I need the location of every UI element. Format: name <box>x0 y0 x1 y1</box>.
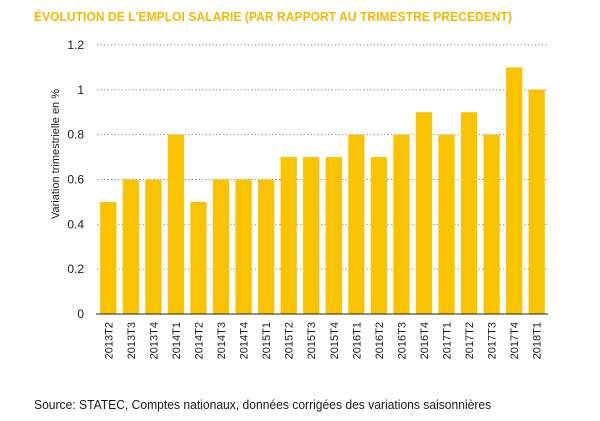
x-tick-label: 2017T3 <box>487 322 499 359</box>
y-tick-labels: 0 0.2 0.4 0.6 0.8 1 1.2 <box>67 38 84 321</box>
bar-2013T2 <box>100 201 117 314</box>
bar-2015T1 <box>258 179 275 314</box>
bar-2016T4 <box>415 112 433 314</box>
x-tick-label: 2015T1 <box>261 322 273 359</box>
y-tick-label: 0 <box>77 307 84 321</box>
x-tick-label: 2013T3 <box>126 322 138 359</box>
x-tick-label: 2017T2 <box>464 322 476 359</box>
bar-2016T1 <box>348 134 365 314</box>
x-tick-label: 2015T4 <box>329 322 341 359</box>
bar-2013T4 <box>145 179 162 314</box>
x-tick-label: 2016T3 <box>396 322 408 359</box>
x-tick-label: 2014T3 <box>216 322 228 359</box>
y-tick-label: 0.2 <box>67 262 84 276</box>
y-tick-label: 0.6 <box>67 173 84 187</box>
y-tick-label: 1 <box>77 83 84 97</box>
bar-2017T2 <box>460 112 478 314</box>
bar-2014T1 <box>167 134 185 314</box>
bar-2013T3 <box>122 179 139 314</box>
x-tick-label: 2017T4 <box>509 322 521 359</box>
x-tick-label: 2013T2 <box>103 322 115 359</box>
bar-2016T2 <box>370 157 387 314</box>
x-tick-label: 2015T3 <box>306 322 318 359</box>
bars <box>100 67 545 314</box>
bar-2018T1 <box>528 89 545 314</box>
x-tick-label: 2016T1 <box>351 322 363 359</box>
y-tick-label: 0.8 <box>67 128 84 142</box>
gridlines <box>97 44 548 270</box>
y-tick-label: 0.4 <box>67 217 84 231</box>
x-tick-label: 2017T1 <box>442 322 454 359</box>
x-tick-label: 2018T1 <box>532 322 544 359</box>
bar-2017T1 <box>438 134 455 314</box>
bar-2015T2 <box>280 157 297 314</box>
bar-2014T3 <box>212 179 230 314</box>
x-tick-labels: 2013T2 2013T3 2013T4 2014T1 2014T2 2014T3 2014… <box>103 322 543 359</box>
x-tick-label: 2014T4 <box>239 322 251 359</box>
x-tick-label: 2016T4 <box>419 322 431 359</box>
bar-2015T4 <box>325 157 342 314</box>
x-tick-label: 2014T2 <box>193 322 205 359</box>
x-tick-label: 2016T2 <box>374 322 386 359</box>
bar-2016T3 <box>393 134 410 314</box>
chart-title: ÉVOLUTION DE L'EMPLOI SALARIE (PAR RAPPO… <box>34 9 513 24</box>
y-tick-label: 1.2 <box>67 38 84 52</box>
x-tick-label: 2014T1 <box>171 322 183 359</box>
x-tick-label: 2013T4 <box>148 322 160 359</box>
y-axis-label: Variation trimestrielle en % <box>50 89 62 219</box>
x-tick-label: 2015T2 <box>284 322 296 359</box>
bar-2014T2 <box>190 201 207 314</box>
bar-2017T4 <box>506 67 523 314</box>
bar-2015T3 <box>303 157 320 314</box>
bar-2017T3 <box>483 134 500 314</box>
bar-2014T4 <box>235 179 252 314</box>
source-note: Source: STATEC, Comptes nationaux, donné… <box>34 397 492 412</box>
